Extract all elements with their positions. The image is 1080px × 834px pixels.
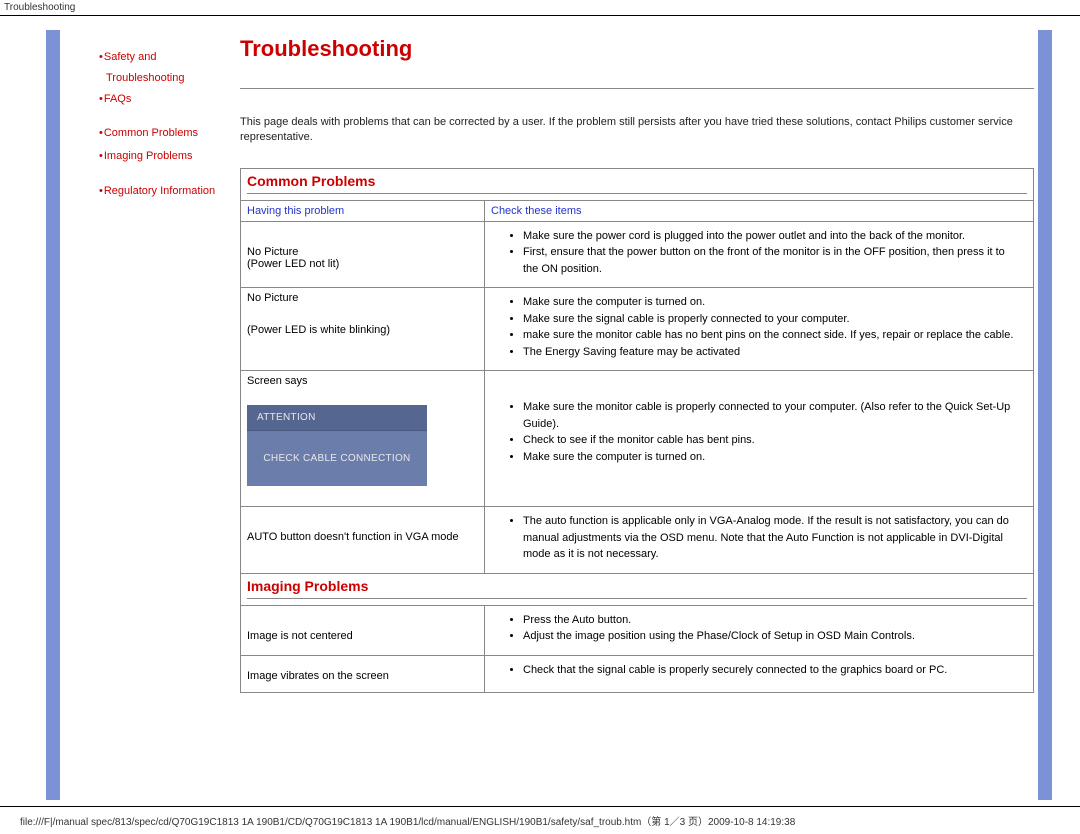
check-item: Make sure the monitor cable is properly … [523,399,1025,432]
page-title: Troubleshooting [240,36,1034,62]
attention-label: ATTENTION [247,405,427,431]
col-header-checks: Check these items [485,201,1033,222]
checks-cell: Make sure the monitor cable is properly … [485,371,1033,507]
sidebar-link-label[interactable]: Safety and [104,51,157,63]
check-item: Make sure the power cord is plugged into… [523,228,1025,245]
troubleshooting-table: Common Problems Having this problem Chec… [240,168,1034,693]
problem-cell: Screen says ATTENTION CHECK CABLE CONNEC… [241,371,485,507]
section-header-imaging: Imaging Problems [241,574,1033,606]
check-item: Check that the signal cable is properly … [523,662,1025,679]
sidebar-link-label[interactable]: FAQs [104,93,132,105]
column-header-row: Having this problem Check these items [241,201,1033,222]
sidebar-item-imaging[interactable]: •Imaging Problems [90,147,240,167]
problem-cell: AUTO button doesn't function in VGA mode [241,507,485,574]
sidebar-link-label[interactable]: Common Problems [104,127,198,139]
attention-body: CHECK CABLE CONNECTION [247,431,427,486]
checks-list: Check that the signal cable is properly … [491,662,1025,679]
attention-box: ATTENTION CHECK CABLE CONNECTION [247,405,427,486]
check-item: make sure the monitor cable has no bent … [523,327,1025,344]
check-item: Make sure the signal cable is properly c… [523,311,1025,328]
problem-text: No Picture [247,246,478,258]
sidebar-link-label[interactable]: Imaging Problems [104,150,193,162]
bullet-icon: • [99,185,103,197]
checks-cell: Make sure the computer is turned on. Mak… [485,288,1033,371]
sidebar-item-common[interactable]: •Common Problems [90,124,240,144]
problem-text: AUTO button doesn't function in VGA mode [247,531,478,543]
sidebar-link-label[interactable]: Regulatory Information [104,185,215,197]
sidebar-item-faqs[interactable]: •FAQs [90,90,240,110]
header-label: Troubleshooting [0,0,1080,16]
check-item: Check to see if the monitor cable has be… [523,432,1025,449]
table-row: No Picture (Power LED not lit) Make sure… [241,222,1033,289]
bullet-icon: • [99,150,103,162]
sidebar: •Safety and Troubleshooting •FAQs •Commo… [90,30,240,800]
check-item: Make sure the computer is turned on. [523,294,1025,311]
footer-path: file:///F|/manual spec/813/spec/cd/Q70G1… [0,806,1080,832]
problem-text: No Picture [247,292,478,304]
checks-cell: The auto function is applicable only in … [485,507,1033,574]
section-header-label: Imaging Problems [247,578,1027,599]
table-row: AUTO button doesn't function in VGA mode… [241,507,1033,574]
left-color-bar [46,30,60,800]
checks-list: Make sure the power cord is plugged into… [491,228,1025,278]
problem-text: Image is not centered [247,630,478,642]
check-item: First, ensure that the power button on t… [523,244,1025,277]
sidebar-link-label[interactable]: Troubleshooting [106,72,184,84]
check-item: The Energy Saving feature may be activat… [523,344,1025,361]
bullet-icon: • [99,51,103,63]
problem-text: Image vibrates on the screen [247,670,478,682]
intro-text: This page deals with problems that can b… [240,115,1034,146]
check-item: Adjust the image position using the Phas… [523,628,1025,645]
check-item: The auto function is applicable only in … [523,513,1025,563]
problem-cell: No Picture (Power LED is white blinking) [241,288,485,371]
section-header-label: Common Problems [247,173,1027,194]
table-row: No Picture (Power LED is white blinking)… [241,288,1033,371]
problem-text: (Power LED not lit) [247,258,478,270]
sidebar-item-safety[interactable]: •Safety and [90,48,240,68]
bullet-icon: • [99,127,103,139]
main-content: Troubleshooting This page deals with pro… [240,30,1038,800]
sidebar-item-regulatory[interactable]: •Regulatory Information [90,182,240,202]
table-row: Image vibrates on the screen Check that … [241,656,1033,692]
sidebar-item-safety2[interactable]: Troubleshooting [90,69,240,89]
section-header-common: Common Problems [241,169,1033,201]
problem-cell: No Picture (Power LED not lit) [241,222,485,289]
page-wrapper: •Safety and Troubleshooting •FAQs •Commo… [0,16,1080,806]
checks-cell: Press the Auto button. Adjust the image … [485,606,1033,656]
checks-cell: Make sure the power cord is plugged into… [485,222,1033,289]
table-row: Screen says ATTENTION CHECK CABLE CONNEC… [241,371,1033,507]
check-item: Make sure the computer is turned on. [523,449,1025,466]
check-item: Press the Auto button. [523,612,1025,629]
title-rule [240,88,1034,89]
checks-list: Make sure the computer is turned on. Mak… [491,294,1025,360]
col-header-problem: Having this problem [241,201,485,222]
checks-list: The auto function is applicable only in … [491,513,1025,563]
checks-list: Make sure the monitor cable is properly … [491,399,1025,465]
problem-text: (Power LED is white blinking) [247,324,478,336]
problem-cell: Image is not centered [241,606,485,656]
right-color-bar [1038,30,1052,800]
problem-text: Screen says [247,375,478,387]
table-row: Image is not centered Press the Auto but… [241,606,1033,656]
checks-list: Press the Auto button. Adjust the image … [491,612,1025,645]
checks-cell: Check that the signal cable is properly … [485,656,1033,692]
problem-cell: Image vibrates on the screen [241,656,485,692]
bullet-icon: • [99,93,103,105]
